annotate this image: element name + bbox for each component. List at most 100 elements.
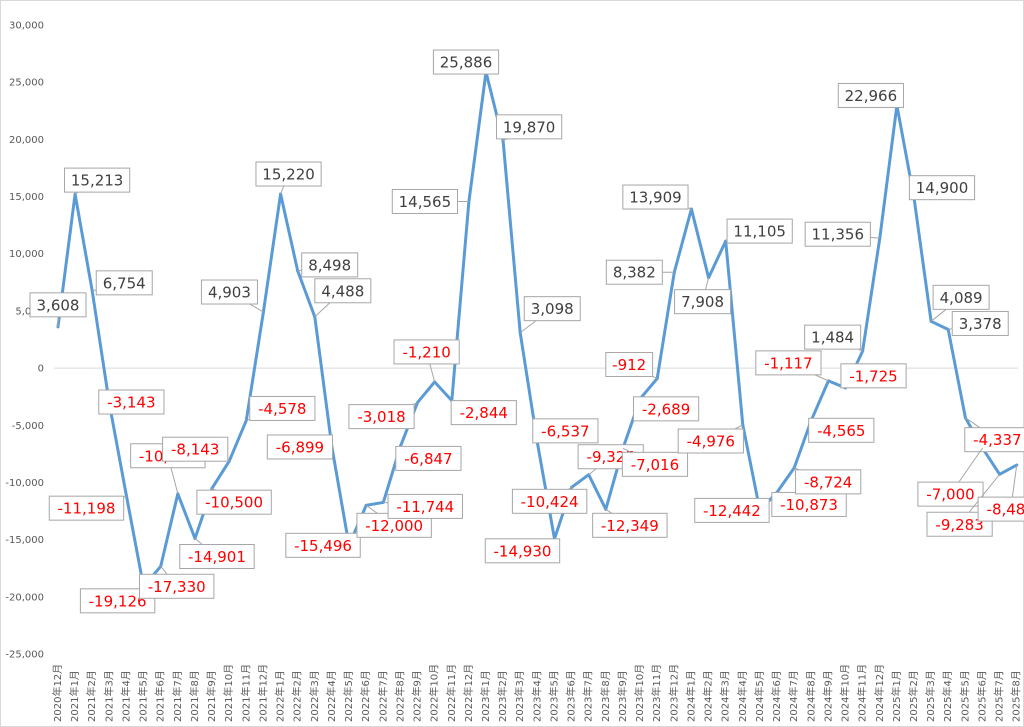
y-tick-label: 20,000 <box>9 135 44 146</box>
data-label-text: 14,900 <box>916 179 969 197</box>
data-label-text: -17,330 <box>148 578 206 596</box>
data-label-text: 14,565 <box>399 193 452 211</box>
x-tick-label: 2021年2月 <box>85 670 98 722</box>
data-label: -2,689 <box>632 396 700 422</box>
data-label-text: -11,198 <box>58 500 116 518</box>
x-tick-label: 2025年7月 <box>993 670 1006 722</box>
data-label-box <box>196 489 272 515</box>
x-tick-label: 2020年12月 <box>51 664 64 722</box>
data-label-box <box>592 512 668 538</box>
data-label: -15,496 <box>285 532 361 558</box>
x-tick-label: 2024年9月 <box>821 670 834 722</box>
y-tick-label: -10,000 <box>5 478 44 489</box>
x-tick-label: 2023年12月 <box>667 664 680 722</box>
data-label: -7,000 <box>917 447 984 507</box>
x-tick-label: 2025年2月 <box>907 670 920 722</box>
data-label: 8,382 <box>605 259 675 285</box>
data-label-box <box>694 497 770 523</box>
data-label-text: 8,498 <box>308 256 351 274</box>
data-label-box <box>674 289 732 315</box>
data-label-box <box>523 296 581 322</box>
data-label: 14,565 <box>391 189 469 215</box>
data-label-text: -6,899 <box>276 438 324 456</box>
data-label-text: -2,844 <box>460 404 508 422</box>
data-label-box <box>932 284 990 310</box>
data-label: -10,873 <box>771 491 847 517</box>
data-label-box <box>64 167 131 193</box>
data-label-text: -7,000 <box>926 486 974 504</box>
y-tick-label: 10,000 <box>9 249 44 260</box>
data-label-box <box>496 114 563 140</box>
data-label-box <box>255 161 322 187</box>
data-label: -912 <box>605 352 658 379</box>
data-label-text: -4,976 <box>687 432 735 450</box>
data-label-text: -8,143 <box>171 441 219 459</box>
data-label: 15,220 <box>255 161 322 195</box>
data-label-text: 4,488 <box>321 282 364 300</box>
data-label-text: -4,565 <box>817 422 865 440</box>
x-tick-label: 2022年4月 <box>325 670 338 722</box>
data-label-text: -14,901 <box>188 548 246 566</box>
x-tick-label: 2023年3月 <box>513 670 526 722</box>
data-label-box <box>98 389 165 415</box>
data-label: -14,901 <box>179 538 255 570</box>
data-label: -12,349 <box>592 508 668 538</box>
x-tick-label: 2021年8月 <box>188 670 201 722</box>
x-tick-label: 2025年5月 <box>958 670 971 722</box>
data-label-text: -3,018 <box>357 408 405 426</box>
data-label-text: -10,500 <box>205 494 263 512</box>
x-tick-label: 2022年8月 <box>393 670 406 722</box>
data-label-box <box>621 451 689 477</box>
data-label-box <box>951 310 1009 336</box>
data-label: -7,016 <box>621 447 689 477</box>
data-label-box <box>795 469 862 495</box>
x-tick-label: 2025年6月 <box>975 670 988 722</box>
x-tick-label: 2024年10月 <box>839 664 852 722</box>
data-label-text: 3,098 <box>531 300 574 318</box>
data-label: 4,488 <box>314 278 372 318</box>
x-tick-label: 2021年4月 <box>119 670 132 722</box>
x-tick-label: 2021年10月 <box>222 664 235 722</box>
x-tick-label: 2025年3月 <box>924 670 937 722</box>
data-label-text: 11,105 <box>733 223 786 241</box>
data-label: -12,442 <box>694 497 770 523</box>
data-label: -8,484 <box>977 465 1024 522</box>
data-label: -1,117 <box>755 350 829 382</box>
data-label-text: -12,442 <box>703 502 761 520</box>
data-label-box <box>484 538 561 564</box>
x-tick-label: 2024年7月 <box>787 670 800 722</box>
data-label-box <box>450 400 517 426</box>
data-label-box <box>677 428 744 454</box>
data-label-box <box>249 395 316 421</box>
data-label-text: -912 <box>612 356 646 374</box>
x-tick-label: 2024年8月 <box>804 670 817 722</box>
data-label-box <box>511 488 588 514</box>
data-label-text: -10,873 <box>780 496 838 514</box>
x-tick-label: 2025年4月 <box>941 670 954 722</box>
data-label-text: 3,378 <box>959 315 1002 333</box>
x-tick-label: 2023年11月 <box>650 664 663 722</box>
data-label: 7,908 <box>674 277 732 315</box>
data-label: -8,143 <box>162 436 230 462</box>
x-tick-label: 2023年10月 <box>633 664 646 722</box>
x-tick-label: 2023年6月 <box>565 670 578 722</box>
data-label-box <box>622 184 689 210</box>
data-label-text: -9,283 <box>935 516 983 534</box>
x-tick-label: 2022年11月 <box>445 664 458 722</box>
x-tick-label: 2023年9月 <box>616 670 629 722</box>
data-label: 4,089 <box>930 284 990 322</box>
data-label-box <box>314 278 372 304</box>
data-label-text: -12,349 <box>601 517 659 535</box>
data-label-text: -15,496 <box>294 537 352 555</box>
data-label-text: 3,608 <box>37 296 80 314</box>
data-label: -1,210 <box>393 339 460 383</box>
data-label-box <box>840 363 907 389</box>
data-label: -4,565 <box>808 417 875 443</box>
x-tick-label: 2022年6月 <box>359 670 372 722</box>
x-tick-label: 2022年5月 <box>342 670 355 722</box>
x-tick-label: 2022年3月 <box>308 670 321 722</box>
y-tick-label: -20,000 <box>5 592 44 603</box>
x-tick-label: 2021年1月 <box>68 670 81 722</box>
data-label-box <box>391 189 458 215</box>
data-label-box <box>804 324 862 350</box>
